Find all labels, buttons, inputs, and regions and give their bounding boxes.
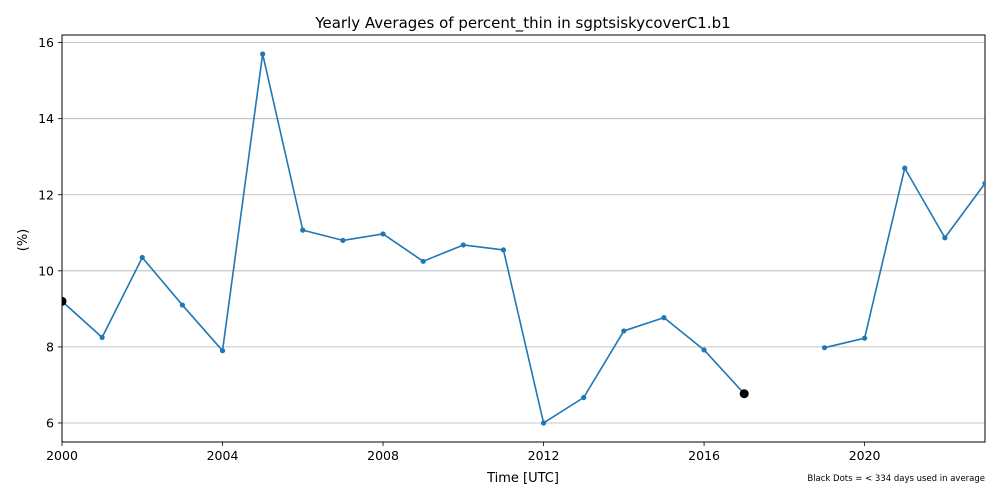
x-tick-label: 2012 — [528, 448, 560, 463]
y-tick-label: 12 — [38, 187, 54, 202]
data-point — [380, 231, 386, 237]
data-point — [219, 348, 226, 354]
footnote: Black Dots = < 334 days used in average — [807, 474, 985, 484]
flagged-point — [739, 389, 749, 399]
axes — [61, 34, 986, 443]
data-point — [300, 227, 306, 233]
data-point — [982, 180, 985, 186]
x-axis-title: Time [UTC] — [486, 471, 559, 486]
plot-frame — [61, 34, 986, 443]
flagged-points — [62, 296, 749, 399]
x-tick-label: 2008 — [367, 448, 399, 463]
y-tick-label: 16 — [38, 35, 54, 50]
y-tick-label: 14 — [38, 111, 54, 126]
data-point — [621, 328, 627, 334]
data-point — [99, 334, 105, 340]
y-tick-label: 6 — [46, 415, 54, 430]
data-point — [942, 235, 948, 241]
data-point — [500, 247, 507, 253]
tick-marks: 6 8 10 12 14 16 2000 2004 2008 2012 2016 2020 — [38, 35, 880, 463]
x-tick-label: 2000 — [46, 448, 78, 463]
data-point — [581, 394, 587, 401]
data-point — [260, 51, 266, 57]
data-point — [540, 420, 547, 426]
y-tick-label: 8 — [46, 339, 54, 354]
data-point — [420, 258, 426, 264]
series-line — [62, 53, 985, 424]
y-tick-label: 10 — [38, 263, 54, 278]
chart-title: Yearly Averages of percent_thin in sgpts… — [314, 14, 730, 33]
data-point — [821, 345, 828, 351]
data-point — [701, 347, 707, 353]
x-tick-label: 2004 — [207, 448, 239, 463]
data-point — [139, 254, 145, 261]
series-layer — [62, 51, 985, 426]
data-point — [661, 315, 667, 321]
data-point — [862, 335, 868, 341]
grid-lines — [62, 42, 985, 424]
data-point — [902, 165, 908, 171]
y-axis-title: (%) — [16, 229, 31, 252]
x-tick-label: 2016 — [688, 448, 720, 463]
data-point — [340, 237, 346, 244]
data-point — [179, 302, 185, 308]
x-tick-label: 2020 — [849, 448, 881, 463]
flagged-point — [62, 296, 67, 306]
data-point — [460, 242, 466, 248]
